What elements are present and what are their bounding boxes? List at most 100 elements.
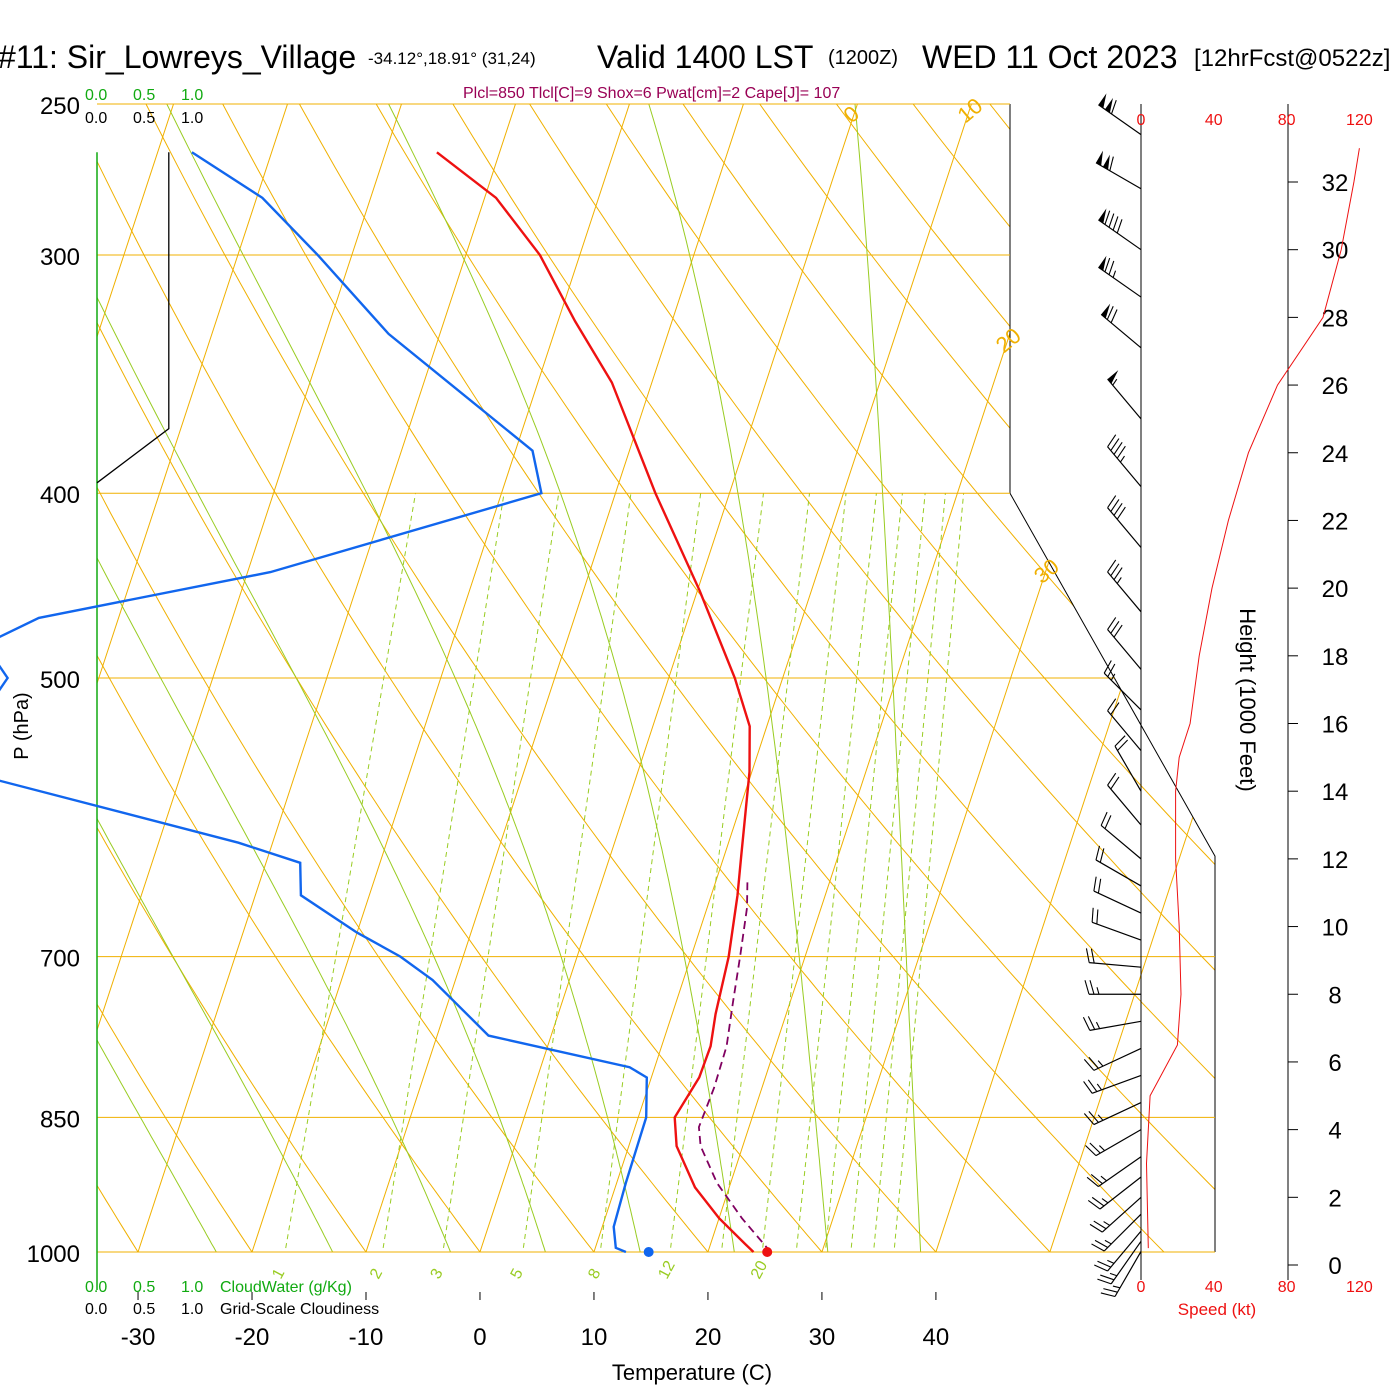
barb-full xyxy=(1107,559,1117,573)
isotherm xyxy=(466,104,870,1252)
barb-shaft xyxy=(1099,1176,1142,1210)
mixing-ratio-label: 3 xyxy=(428,1266,447,1282)
height-tick-label: 6 xyxy=(1328,1050,1341,1077)
cloudiness-scale-top-1: 0.5 xyxy=(133,110,155,127)
mixing-ratio-line xyxy=(277,493,417,1252)
barb-full xyxy=(1087,1079,1098,1092)
y-axis-title: P (hPa) xyxy=(11,692,33,759)
barb-half xyxy=(1097,1114,1104,1121)
isotherm-label: 10 xyxy=(953,93,988,128)
barb-full xyxy=(1091,1243,1105,1252)
surface-temperature-dot xyxy=(762,1247,773,1257)
barb-full xyxy=(1084,980,1090,995)
dry-adiabat xyxy=(1190,104,1215,1252)
isotherm xyxy=(352,104,756,1252)
barb-shaft xyxy=(1098,1156,1142,1188)
isotherm xyxy=(97,104,186,1252)
mixing-ratio-label: 20 xyxy=(748,1258,771,1282)
dry-adiabat xyxy=(1342,70,1400,1292)
mixing-ratio-line xyxy=(820,493,903,1252)
cloudiness-line xyxy=(96,152,170,484)
cloudwater-scale-bottom-0: 0.0 xyxy=(85,1279,107,1296)
wind-barb xyxy=(1083,1074,1142,1094)
wind-barb xyxy=(1100,811,1142,860)
dry-adiabat xyxy=(97,104,627,1252)
barb-shaft xyxy=(1093,890,1142,914)
barb-full xyxy=(1091,1196,1105,1207)
wind-barb xyxy=(1107,370,1142,420)
indices-line: Plcl=850 Tlcl[C]=9 Shox=6 Pwat[cm]=2 Cap… xyxy=(463,85,840,102)
wind-barb xyxy=(1093,876,1142,914)
height-tick-label: 12 xyxy=(1322,847,1349,874)
x-tick-label: -30 xyxy=(121,1324,156,1351)
dry-adiabat xyxy=(97,104,858,1252)
speed-tick-bottom: 40 xyxy=(1205,1279,1223,1296)
barb-full xyxy=(1107,495,1117,508)
isotherm-label: 0 xyxy=(839,101,864,128)
barb-shaft xyxy=(1100,824,1142,860)
wind-barb xyxy=(1097,1240,1142,1285)
moist-adiabat xyxy=(97,104,354,1252)
barb-shaft xyxy=(1107,1230,1142,1272)
dry-adiabat xyxy=(659,104,1215,1252)
barb-full xyxy=(1095,845,1101,861)
barb-half xyxy=(1116,577,1122,584)
mixing-ratio-line xyxy=(757,493,847,1252)
x-axis-title: Temperature (C) xyxy=(612,1360,772,1385)
height-tick-label: 16 xyxy=(1322,712,1349,739)
barb-full xyxy=(1085,1145,1097,1157)
isotherm xyxy=(97,104,414,1252)
barb-full xyxy=(1104,257,1111,273)
moist-adiabat xyxy=(166,104,650,1252)
barb-shaft xyxy=(1100,313,1142,349)
wind-barb xyxy=(1107,559,1142,613)
barb-full xyxy=(1107,617,1117,630)
height-tick-label: 10 xyxy=(1322,915,1349,942)
wind-barb xyxy=(1083,1047,1142,1071)
height-tick-label: 2 xyxy=(1328,1185,1341,1212)
barb-shaft xyxy=(1114,745,1142,792)
y-tick-label-500: 500 xyxy=(40,667,80,694)
mixing-ratio-line xyxy=(716,493,811,1252)
barb-full xyxy=(1116,219,1123,234)
barb-full xyxy=(1082,1017,1091,1031)
plot-boundary xyxy=(1009,104,1216,1252)
speed-tick-bottom: 80 xyxy=(1278,1279,1296,1296)
x-tick-label: 30 xyxy=(809,1324,836,1351)
cloudiness-scale-top-0: 0.0 xyxy=(85,110,107,127)
barb-full xyxy=(1086,1176,1099,1187)
barb-full xyxy=(1094,1239,1109,1248)
wind-barb xyxy=(1107,495,1142,548)
barb-flag xyxy=(1098,93,1107,109)
barb-full xyxy=(1116,506,1126,520)
isotherm xyxy=(694,104,1097,1252)
barb-shaft xyxy=(1110,1240,1142,1285)
speed-tick-top: 40 xyxy=(1205,112,1223,129)
barb-full xyxy=(1107,772,1117,786)
wind-barb xyxy=(1091,907,1142,941)
wind-barb xyxy=(1114,735,1142,792)
wind-barb xyxy=(1103,660,1142,711)
barb-full xyxy=(1103,1288,1118,1293)
barb-shaft xyxy=(1095,1129,1142,1157)
valid-time: Valid 1400 LST xyxy=(597,39,813,75)
barb-full xyxy=(1110,438,1120,451)
barb-flag xyxy=(1102,154,1110,170)
barb-half xyxy=(1099,1145,1106,1152)
cloudwater-label: CloudWater (g/Kg) xyxy=(220,1279,352,1296)
cloudwater-scale-top-2: 1.0 xyxy=(181,87,203,104)
dry-adiabat xyxy=(97,104,511,1252)
wind-barb xyxy=(1085,948,1142,968)
barb-full xyxy=(1089,1142,1101,1154)
wind-barb xyxy=(1089,1196,1142,1233)
barb-shaft xyxy=(1093,1047,1142,1071)
height-tick-label: 0 xyxy=(1328,1253,1341,1280)
isotherm-label: 20 xyxy=(991,323,1026,358)
barb-shaft xyxy=(1107,507,1142,548)
wind-barb xyxy=(1107,617,1142,670)
barb-half xyxy=(1110,673,1116,681)
cloudwater-scale-top-0: 0.0 xyxy=(85,87,107,104)
valid-date: WED 11 Oct 2023 xyxy=(922,39,1178,75)
